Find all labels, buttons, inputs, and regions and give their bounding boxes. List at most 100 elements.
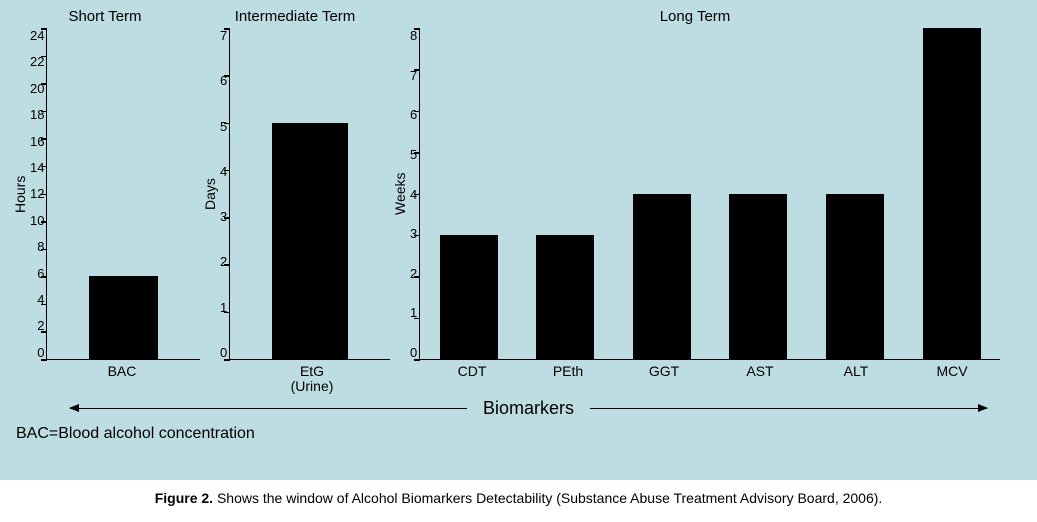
y-tick-label: 2 <box>220 254 227 269</box>
chart-panel: Long TermWeeks876543210CDTPEthGGTASTALTM… <box>390 6 1000 396</box>
y-tick-mark <box>414 28 420 30</box>
y-tick-mark <box>224 312 230 314</box>
x-labels-row: EtG (Urine) <box>200 360 390 396</box>
y-tick-label: 5 <box>410 147 417 162</box>
y-tick-mark <box>41 138 47 140</box>
bar <box>729 194 787 360</box>
y-tick-mark <box>41 194 47 196</box>
chart-area: Short TermHours242220181614121086420BACI… <box>0 0 1037 480</box>
panel-body: Hours242220181614121086420 <box>10 28 200 360</box>
caption-label: Figure 2. <box>155 490 213 506</box>
plot-area <box>46 28 200 360</box>
y-tick-mark <box>414 359 420 361</box>
y-tick-mark <box>414 69 420 71</box>
x-tick-label: GGT <box>616 364 712 396</box>
caption-text: Shows the window of Alcohol Biomarkers D… <box>213 490 882 506</box>
panel-body: Weeks876543210 <box>390 28 1000 360</box>
bar-slot <box>420 28 517 359</box>
x-labels-row: BAC <box>10 360 200 396</box>
bar-slot <box>710 28 807 359</box>
y-tick-mark <box>414 152 420 154</box>
y-tick-label: 0 <box>410 345 417 360</box>
y-tick-label: 18 <box>30 107 44 122</box>
y-tick-mark <box>41 304 47 306</box>
y-axis-ticks: 76543210 <box>220 28 229 360</box>
y-tick-mark <box>41 166 47 168</box>
bar-slot <box>613 28 710 359</box>
bar <box>272 123 349 359</box>
y-tick-label: 3 <box>410 226 417 241</box>
y-tick-mark <box>224 264 230 266</box>
x-tick-label: EtG (Urine) <box>234 364 390 396</box>
y-tick-label: 8 <box>410 28 417 43</box>
y-tick-mark <box>414 235 420 237</box>
arrow-left-icon <box>70 408 467 409</box>
y-tick-label: 6 <box>410 107 417 122</box>
y-tick-label: 7 <box>220 28 227 43</box>
bar <box>923 28 981 359</box>
bar <box>440 235 498 359</box>
y-tick-mark <box>41 249 47 251</box>
y-axis-label: Days <box>200 28 220 360</box>
bar <box>536 235 594 359</box>
x-tick-label: PEth <box>520 364 616 396</box>
x-tick-label: ALT <box>808 364 904 396</box>
y-tick-label: 14 <box>30 160 44 175</box>
y-axis-label: Hours <box>10 28 30 360</box>
y-tick-label: 0 <box>220 345 227 360</box>
bar <box>826 194 884 360</box>
y-tick-label: 2 <box>410 266 417 281</box>
x-tick-label: MCV <box>904 364 1000 396</box>
y-tick-mark <box>41 83 47 85</box>
bar <box>89 276 158 359</box>
panel-title: Intermediate Term <box>200 6 390 28</box>
y-tick-label: 6 <box>37 266 44 281</box>
figure-caption: Figure 2. Shows the window of Alcohol Bi… <box>0 480 1037 516</box>
y-tick-label: 0 <box>37 345 44 360</box>
x-axis-biomarkers-row: Biomarkers <box>10 398 1027 419</box>
y-tick-mark <box>41 28 47 30</box>
footnote-text: BAC=Blood alcohol concentration <box>10 419 1027 447</box>
plot-area <box>229 28 390 360</box>
bar-slot <box>903 28 1000 359</box>
y-tick-mark <box>41 111 47 113</box>
panel-title: Long Term <box>390 6 1000 28</box>
figure-container: Short TermHours242220181614121086420BACI… <box>0 0 1037 516</box>
x-axis-label: Biomarkers <box>483 398 574 419</box>
x-tick-label: CDT <box>424 364 520 396</box>
x-tick-label: AST <box>712 364 808 396</box>
y-tick-mark <box>414 194 420 196</box>
y-tick-label: 8 <box>37 239 44 254</box>
x-tick-label: BAC <box>44 364 200 396</box>
bar-slot <box>47 28 200 359</box>
y-tick-mark <box>224 123 230 125</box>
chart-panel: Short TermHours242220181614121086420BAC <box>10 6 200 396</box>
y-tick-mark <box>224 75 230 77</box>
y-tick-mark <box>224 28 230 30</box>
panels-row: Short TermHours242220181614121086420BACI… <box>10 6 1027 396</box>
y-tick-mark <box>224 217 230 219</box>
bar-slot <box>807 28 904 359</box>
bar-slot <box>517 28 614 359</box>
bar <box>633 194 691 360</box>
arrow-right-icon <box>590 408 987 409</box>
y-tick-mark <box>41 221 47 223</box>
y-tick-mark <box>41 359 47 361</box>
y-tick-mark <box>224 170 230 172</box>
panel-title: Short Term <box>10 6 200 28</box>
y-tick-mark <box>224 359 230 361</box>
y-tick-mark <box>41 331 47 333</box>
y-tick-label: 5 <box>220 119 227 134</box>
plot-area <box>419 28 1000 360</box>
bar-slot <box>230 28 390 359</box>
y-tick-label: 16 <box>30 134 44 149</box>
chart-panel: Intermediate TermDays76543210EtG (Urine) <box>200 6 390 396</box>
y-tick-mark <box>414 276 420 278</box>
y-tick-mark <box>414 111 420 113</box>
y-axis-label: Weeks <box>390 28 410 360</box>
y-tick-mark <box>41 276 47 278</box>
y-tick-label: 4 <box>220 164 227 179</box>
y-tick-mark <box>41 56 47 58</box>
panel-body: Days76543210 <box>200 28 390 360</box>
x-labels-row: CDTPEthGGTASTALTMCV <box>390 360 1000 396</box>
